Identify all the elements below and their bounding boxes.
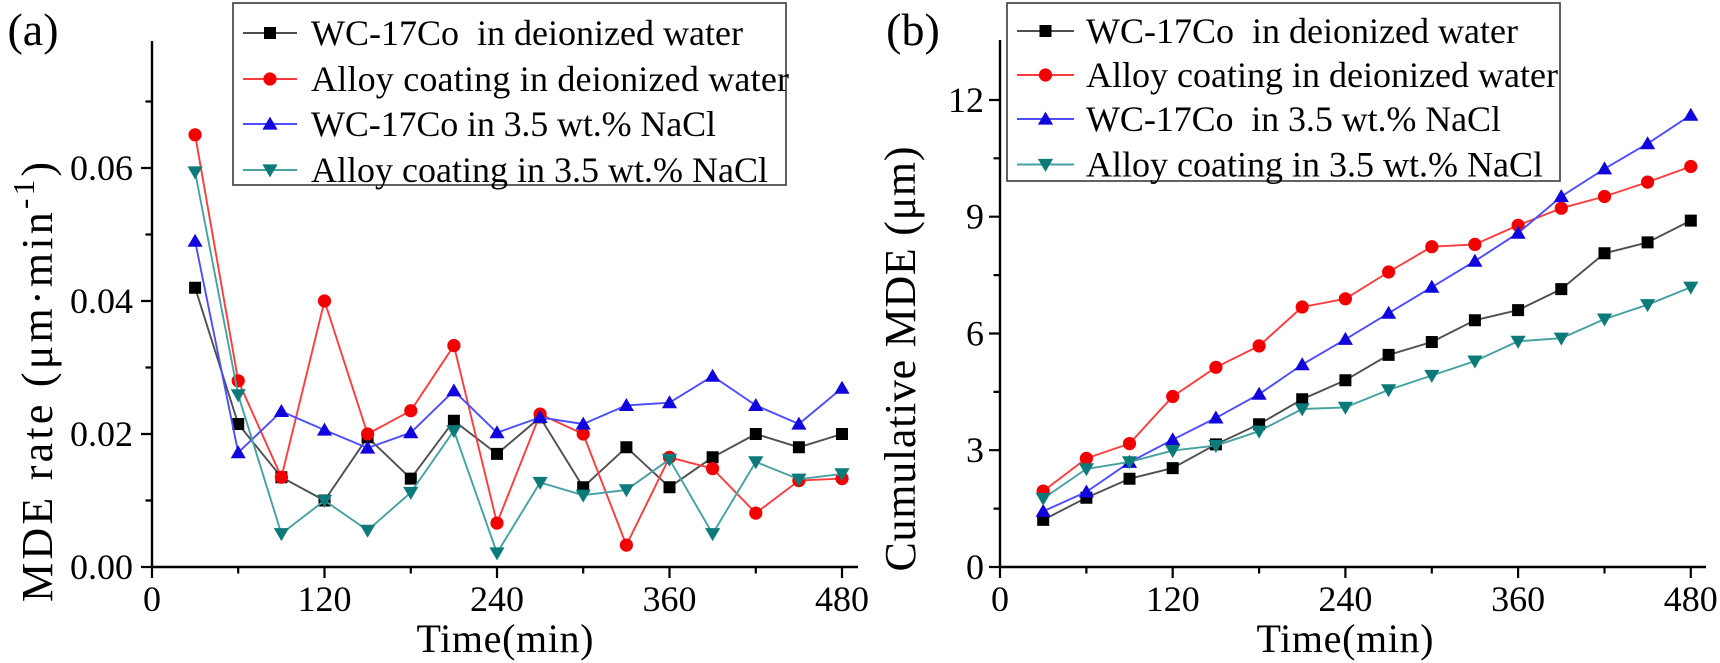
svg-text:MDE rate (μm·min-1): MDE rate (μm·min-1) <box>6 162 62 602</box>
svg-text:Alloy coating in deionized wat: Alloy coating in deionized water <box>1086 55 1558 95</box>
svg-text:480: 480 <box>815 579 869 619</box>
svg-text:WC-17Co in deionized water: WC-17Co in deionized water <box>311 13 743 53</box>
svg-text:0: 0 <box>966 547 984 587</box>
svg-text:Time(min): Time(min) <box>417 616 594 661</box>
svg-text:WC-17Co in 3.5 wt.% NaCl: WC-17Co in 3.5 wt.% NaCl <box>1086 99 1501 139</box>
svg-text:Alloy coating in deionized wat: Alloy coating in deionized water <box>311 59 789 99</box>
svg-text:0.04: 0.04 <box>70 281 133 321</box>
svg-text:12: 12 <box>948 80 984 120</box>
svg-text:WC-17Co in deionized water: WC-17Co in deionized water <box>1086 11 1518 51</box>
svg-text:120: 120 <box>1146 579 1200 619</box>
svg-text:0.00: 0.00 <box>70 547 133 587</box>
svg-text:WC-17Co in 3.5 wt.% NaCl: WC-17Co in 3.5 wt.% NaCl <box>311 104 716 144</box>
svg-text:6: 6 <box>966 314 984 354</box>
svg-text:(a): (a) <box>7 4 58 55</box>
svg-text:Alloy coating in 3.5 wt.% NaCl: Alloy coating in 3.5 wt.% NaCl <box>311 150 768 190</box>
svg-text:Alloy coating in 3.5 wt.% NaCl: Alloy coating in 3.5 wt.% NaCl <box>1086 145 1543 185</box>
svg-text:Cumulative MDE (μm): Cumulative MDE (μm) <box>876 147 925 572</box>
svg-text:0: 0 <box>143 579 161 619</box>
svg-text:0.06: 0.06 <box>70 148 133 188</box>
svg-text:240: 240 <box>1318 579 1372 619</box>
svg-text:360: 360 <box>1491 579 1545 619</box>
svg-text:Time(min): Time(min) <box>1257 616 1434 661</box>
svg-text:360: 360 <box>643 579 697 619</box>
svg-text:3: 3 <box>966 430 984 470</box>
svg-text:9: 9 <box>966 197 984 237</box>
svg-text:480: 480 <box>1664 579 1718 619</box>
svg-text:240: 240 <box>470 579 524 619</box>
svg-text:0.02: 0.02 <box>70 414 133 454</box>
svg-text:120: 120 <box>298 579 352 619</box>
svg-text:0: 0 <box>991 579 1009 619</box>
svg-text:(b): (b) <box>886 4 940 55</box>
